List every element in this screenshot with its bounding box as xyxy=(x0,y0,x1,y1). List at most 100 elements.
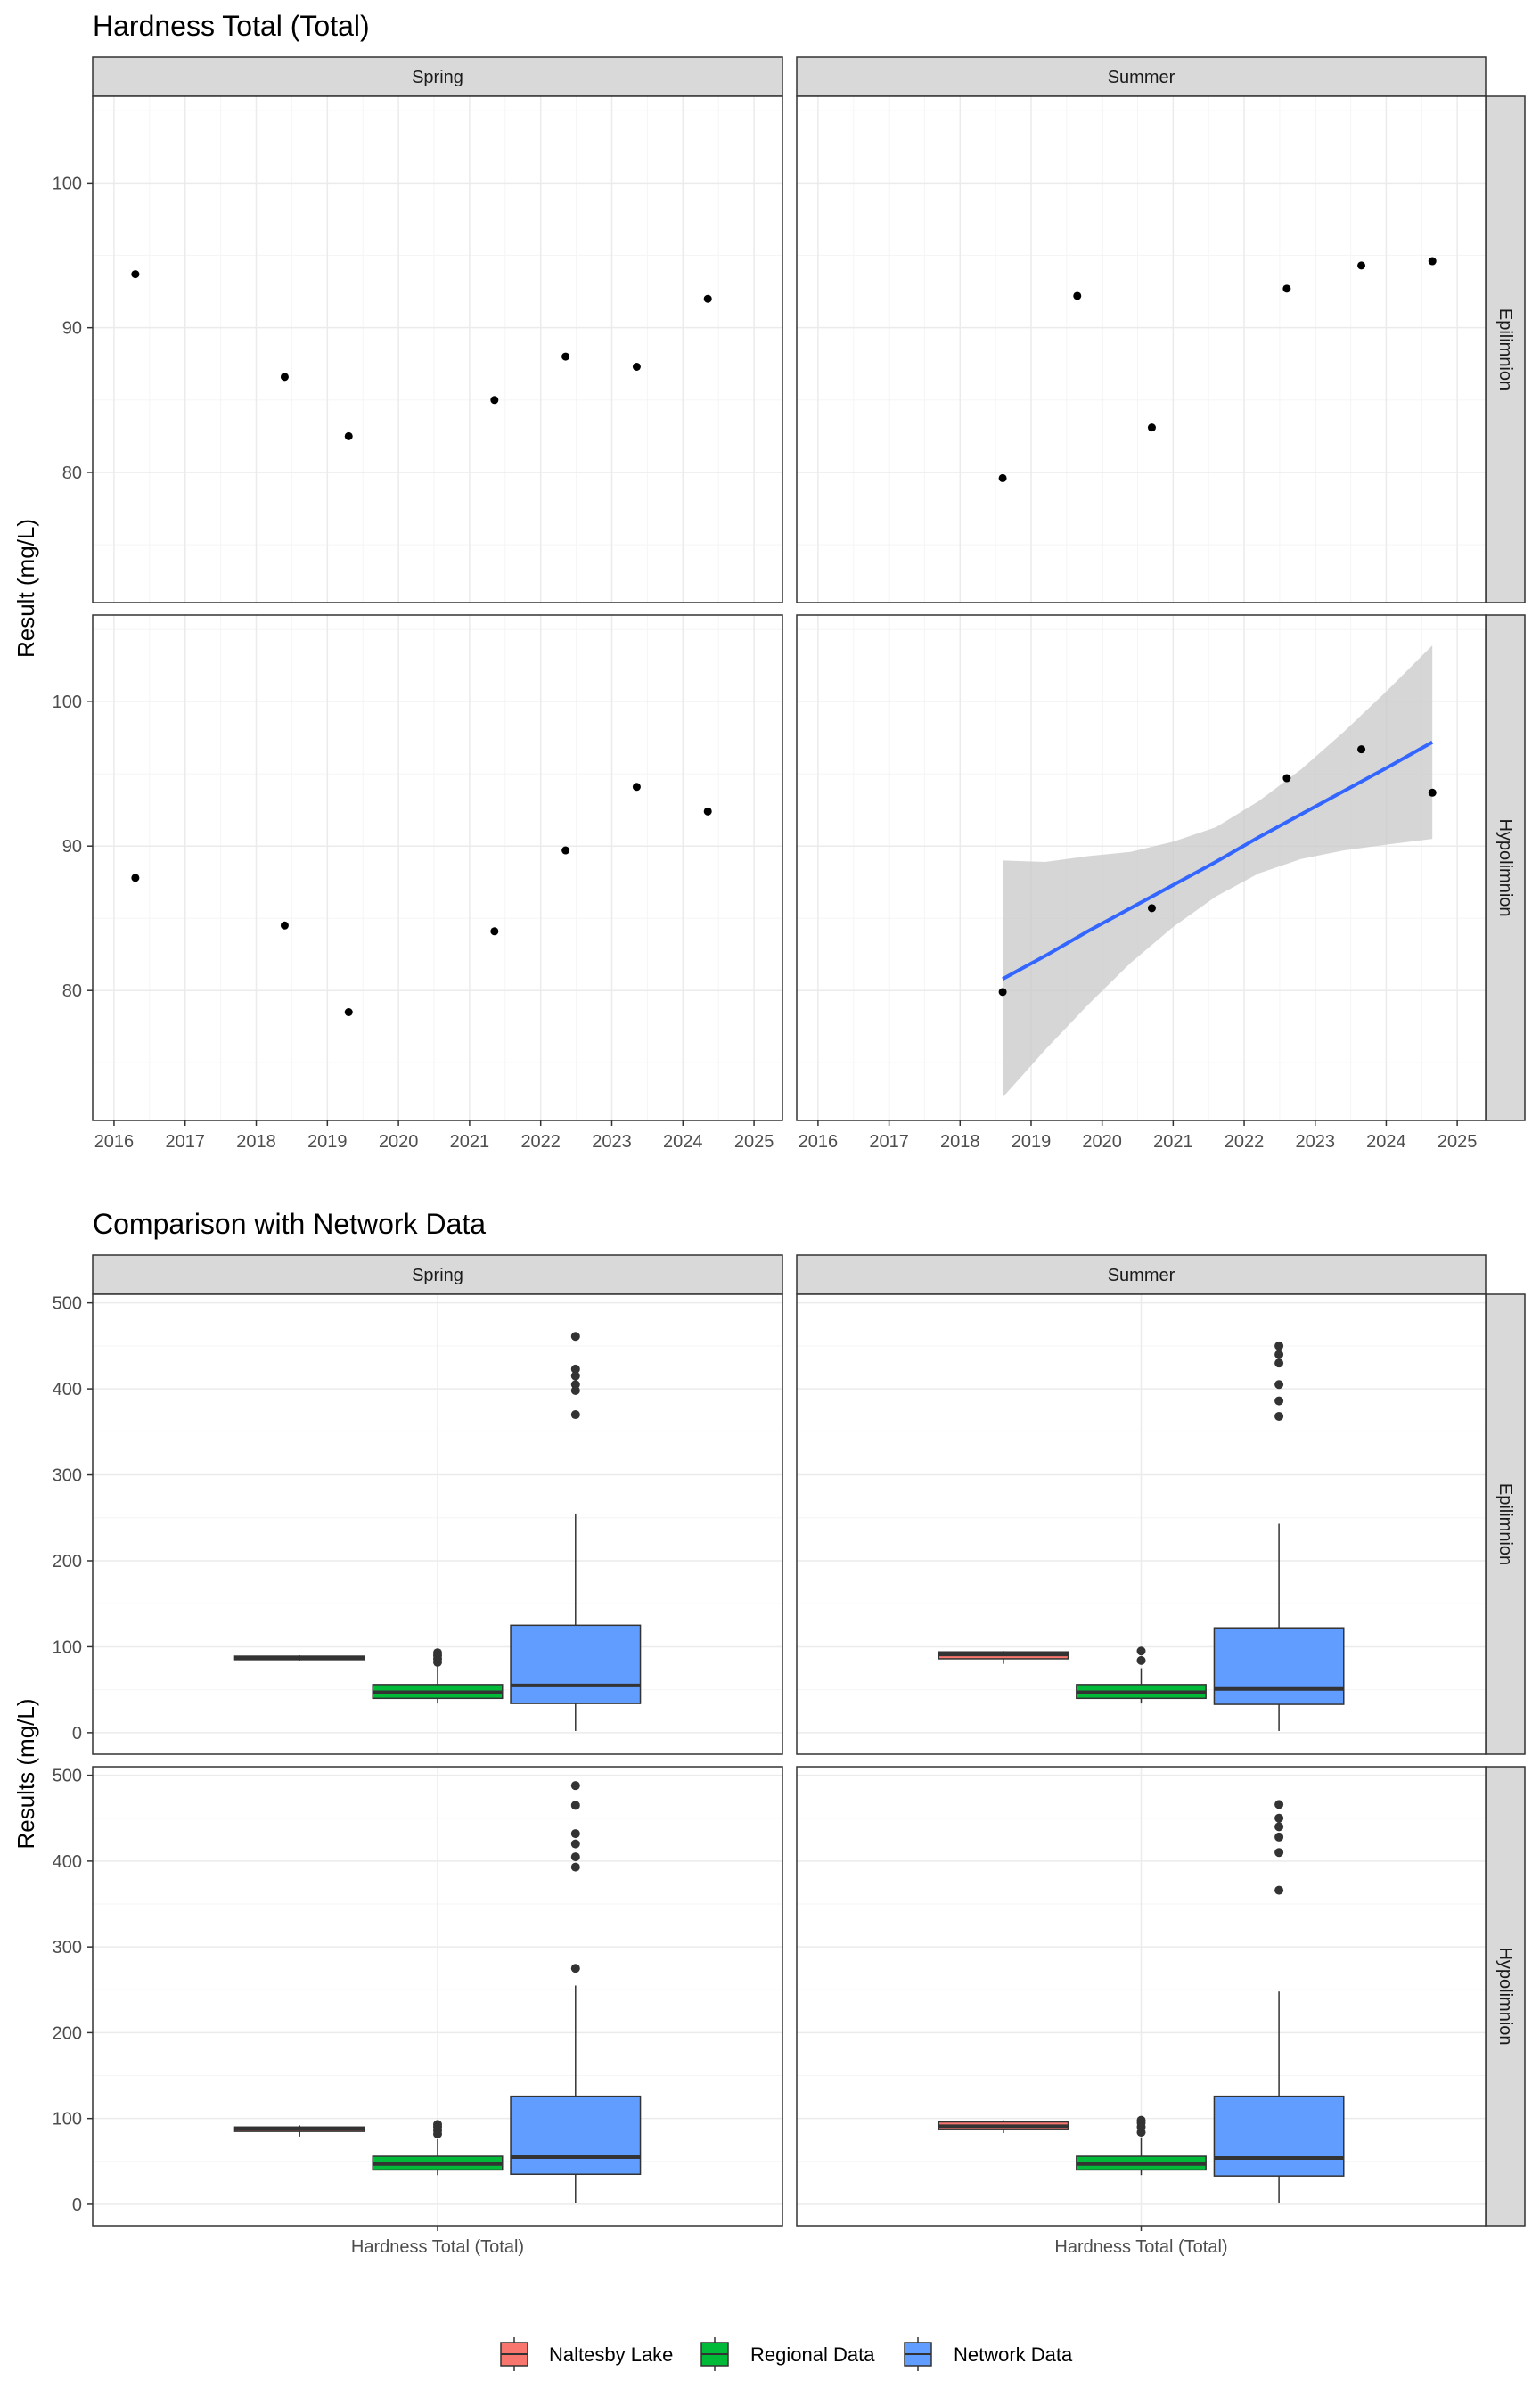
outlier-point xyxy=(570,1852,580,1862)
box-regional-data xyxy=(1076,2115,1207,2176)
x-tick-label: Hardness Total (Total) xyxy=(351,2237,524,2257)
legend-label-naltesby-lake: Naltesby Lake xyxy=(549,2343,673,2366)
outlier-point xyxy=(1274,1358,1284,1368)
outlier-point xyxy=(1274,1380,1284,1390)
chart2-strip-label-epilimnion: Epilimnion xyxy=(1495,1483,1515,1565)
outlier-point xyxy=(1274,1832,1284,1842)
data-point xyxy=(1428,257,1437,266)
y-tick-label: 500 xyxy=(53,1767,82,1786)
y-tick-label: 400 xyxy=(53,1852,82,1872)
outlier-point xyxy=(570,1332,580,1342)
chart1-strip-label-epilimnion: Epilimnion xyxy=(1495,308,1515,390)
y-tick-label: 300 xyxy=(53,1466,82,1486)
outlier-point xyxy=(570,1781,580,1791)
data-point xyxy=(998,988,1007,997)
data-point xyxy=(1147,904,1156,913)
chart1-strip-summer xyxy=(796,56,1487,97)
x-tick-label: 2020 xyxy=(1082,1132,1122,1152)
y-tick-label: 90 xyxy=(62,319,82,339)
chart1-strip-epilimnion xyxy=(1485,95,1526,603)
y-tick-label: 80 xyxy=(62,464,82,483)
chart2-strip-epilimnion xyxy=(1485,1293,1526,1755)
data-point xyxy=(703,294,712,303)
box-network-data xyxy=(1213,1800,1345,2203)
legend-key-network-data xyxy=(904,2337,932,2371)
chart1-panel-epilimnion-spring-border xyxy=(92,95,783,603)
outlier-point xyxy=(570,1410,580,1420)
legend: Naltesby Lake Regional Data Network Data xyxy=(500,2337,1073,2371)
outlier-point xyxy=(570,1839,580,1849)
y-tick-label: 0 xyxy=(72,1724,82,1744)
chart2-panel-epilimnion-summer-border xyxy=(796,1293,1487,1755)
y-tick-label: 300 xyxy=(53,1938,82,1957)
chart2-strip-label-hypolimnion: Hypolimnion xyxy=(1495,1947,1515,2045)
x-tick-label: 2018 xyxy=(236,1132,276,1152)
chart2-strip-summer xyxy=(796,1254,1487,1295)
chart1-panel-epilimnion-summer-background xyxy=(797,96,1486,603)
box-iqr xyxy=(1213,1627,1345,1705)
x-tick-label: 2025 xyxy=(1438,1132,1478,1152)
x-tick-label: Hardness Total (Total) xyxy=(1054,2237,1227,2257)
data-point xyxy=(344,431,353,440)
data-point xyxy=(703,807,712,816)
y-tick-label: 100 xyxy=(53,693,82,712)
data-point xyxy=(490,927,499,936)
outlier-point xyxy=(1274,1341,1284,1350)
data-point xyxy=(1282,284,1291,293)
data-point xyxy=(561,352,570,361)
box-naltesby-lake xyxy=(233,2125,365,2137)
data-point xyxy=(131,874,140,882)
x-tick-label: 2023 xyxy=(1295,1132,1335,1152)
x-tick-label: 2019 xyxy=(307,1132,348,1152)
legend-key-naltesby-lake xyxy=(500,2337,528,2371)
y-tick-label: 200 xyxy=(53,2023,82,2043)
x-tick-label: 2023 xyxy=(592,1132,632,1152)
outlier-point xyxy=(1136,1646,1146,1656)
y-tick-label: 100 xyxy=(53,174,82,193)
outlier-point xyxy=(1274,1350,1284,1359)
chart2-strip-label-summer: Summer xyxy=(1108,1266,1175,1285)
chart2-strip-label-spring: Spring xyxy=(412,1266,463,1285)
x-tick-label: 2022 xyxy=(1225,1132,1265,1152)
data-point xyxy=(280,373,289,382)
chart1-panel-epilimnion-summer-border xyxy=(796,95,1487,603)
y-tick-label: 500 xyxy=(53,1294,82,1314)
confidence-ribbon xyxy=(1003,645,1433,1098)
y-tick-label: 0 xyxy=(72,2195,82,2215)
chart1-title: Hardness Total (Total) xyxy=(93,10,370,42)
outlier-point xyxy=(570,1862,580,1872)
box-network-data xyxy=(510,1781,642,2203)
chart1-panel-hypolimnion-spring-background xyxy=(93,615,782,1120)
chart1-panel-epilimnion-spring xyxy=(92,95,783,603)
x-tick-label: 2016 xyxy=(94,1132,135,1152)
data-point xyxy=(1282,774,1291,783)
data-point xyxy=(1073,291,1082,300)
chart1-panel-epilimnion-spring-background xyxy=(93,96,782,603)
x-tick-label: 2020 xyxy=(379,1132,419,1152)
box-regional-data xyxy=(1076,1646,1207,1704)
outlier-point xyxy=(1274,1800,1284,1809)
y-tick-label: 200 xyxy=(53,1552,82,1571)
box-regional-data xyxy=(372,2120,504,2176)
legend-label-regional-data: Regional Data xyxy=(750,2343,875,2366)
chart2-y-axis-title: Results (mg/L) xyxy=(12,1698,39,1849)
y-tick-label: 80 xyxy=(62,981,82,1001)
outlier-point xyxy=(1274,1813,1284,1823)
legend-label-network-data: Network Data xyxy=(954,2343,1073,2366)
chart2-panel-epilimnion-spring xyxy=(92,1293,783,1755)
chart2-panel-epilimnion-summer xyxy=(796,1293,1487,1755)
data-point xyxy=(632,783,641,792)
chart2-panel-hypolimnion-summer xyxy=(796,1766,1487,2227)
outlier-point xyxy=(1274,1848,1284,1858)
chart2-title: Comparison with Network Data xyxy=(93,1208,486,1240)
box-iqr xyxy=(510,1624,642,1704)
box-naltesby-lake xyxy=(938,2120,1069,2134)
chart1-strip-hypolimnion xyxy=(1485,614,1526,1121)
data-point xyxy=(1357,745,1366,754)
trend-line xyxy=(1002,740,1434,981)
outlier-point xyxy=(570,1829,580,1839)
chart1-panel-hypolimnion-spring xyxy=(92,614,783,1121)
outlier-point xyxy=(570,1801,580,1810)
y-tick-label: 100 xyxy=(53,2110,82,2129)
